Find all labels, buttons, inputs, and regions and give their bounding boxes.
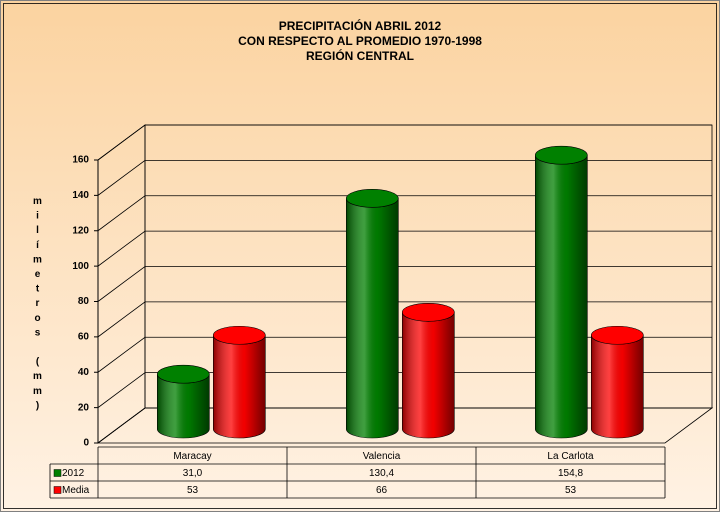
x-tick-label: Valencia	[363, 451, 401, 462]
y-tick-label: 120	[72, 225, 89, 236]
cylinder-shade	[157, 374, 210, 438]
y-tick-label: 20	[78, 402, 90, 413]
chart-title: CON RESPECTO AL PROMEDIO 1970-1998	[238, 34, 482, 48]
chart-border	[3, 3, 717, 509]
data-label: 53	[187, 485, 199, 496]
cylinder-top	[534, 145, 588, 165]
legend-label: 2012	[62, 468, 85, 479]
cylinder-top	[401, 302, 455, 322]
x-tick-label: La Carlota	[547, 451, 594, 462]
grid-line	[97, 336, 712, 373]
chart-title: REGIÓN CENTRAL	[306, 48, 414, 63]
cylinder-top	[213, 325, 266, 345]
grid-line	[97, 195, 712, 232]
grid-line	[97, 266, 712, 302]
grid-line	[97, 301, 712, 338]
grid-line	[97, 230, 712, 267]
data-label: 66	[376, 485, 388, 496]
y-tick-label: 60	[78, 332, 90, 343]
cylinder-top	[157, 364, 210, 384]
y-tick-label: 0	[83, 438, 89, 449]
data-label: 154,8	[558, 468, 583, 479]
grid-line	[97, 124, 712, 161]
grid-line	[97, 407, 712, 444]
cylinder-top	[590, 325, 644, 345]
chart-title: PRECIPITACIÓN ABRIL 2012	[279, 18, 442, 33]
data-label: 130,4	[369, 468, 394, 479]
y-axis-label: milímetros (mm)	[32, 196, 43, 415]
cylinder-shade	[213, 335, 266, 438]
data-label: 53	[565, 485, 577, 496]
y-tick-label: 160	[72, 155, 89, 166]
cylinder-top	[345, 189, 399, 208]
x-tick-label: Maracay	[173, 451, 211, 462]
y-tick-label: 40	[78, 367, 90, 378]
cylinder-shade	[591, 335, 644, 438]
legend-swatch	[53, 469, 62, 477]
data-label: 31,0	[183, 468, 203, 479]
grid-line	[97, 372, 712, 408]
y-tick-label: 80	[78, 296, 90, 307]
cylinder-shade	[402, 312, 455, 438]
cylinder-shade	[535, 155, 588, 438]
legend-swatch	[53, 486, 62, 494]
legend-label: Media	[62, 485, 90, 496]
y-tick-label: 140	[72, 190, 89, 201]
cylinder-shade	[346, 198, 399, 438]
y-tick-label: 100	[72, 261, 89, 272]
grid-line	[97, 159, 712, 196]
